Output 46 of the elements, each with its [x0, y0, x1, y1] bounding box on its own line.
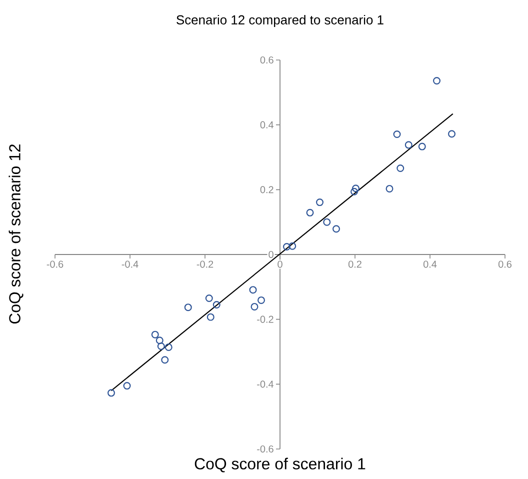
y-tick-label: -0.4	[257, 380, 274, 388]
point	[164, 343, 172, 351]
point	[396, 164, 404, 172]
chart-title: Scenario 12 compared to scenario 1	[176, 14, 384, 28]
y-tick-label: 0.6	[260, 56, 274, 64]
x-tick-label: 0.2	[348, 260, 362, 268]
point	[156, 336, 164, 344]
point	[448, 130, 456, 138]
point	[250, 302, 258, 310]
point	[332, 225, 340, 233]
point	[205, 294, 213, 302]
y-tick-label: 0.4	[260, 121, 274, 128]
point	[433, 76, 441, 84]
point	[108, 389, 116, 397]
y-tick-label: -0.6	[257, 445, 274, 453]
x-tick-label: -0.2	[196, 260, 214, 268]
point	[151, 330, 159, 338]
x-tick-label: -0.4	[122, 260, 138, 268]
point	[352, 184, 360, 192]
point	[123, 382, 131, 390]
point	[393, 130, 401, 138]
y-axis-title: CoQ score of scenario 12	[8, 144, 24, 324]
point	[184, 304, 192, 312]
point	[283, 242, 291, 250]
point	[212, 300, 220, 308]
y-tick-label: 0	[268, 250, 274, 258]
x-axis-title: CoQ score of scenario 1	[194, 458, 366, 472]
point	[350, 188, 358, 196]
x-tick-label: 0	[278, 260, 282, 268]
point	[418, 142, 426, 150]
x-tick-label: 0.6	[498, 260, 512, 268]
point	[306, 208, 314, 216]
point	[404, 141, 412, 149]
y-tick-label: -0.2	[257, 316, 274, 323]
point	[161, 356, 169, 364]
point	[258, 296, 266, 304]
point	[157, 342, 165, 350]
point	[206, 313, 214, 321]
point	[386, 184, 394, 192]
point	[323, 218, 331, 226]
x-tick-label: -0.6	[46, 260, 64, 268]
point	[288, 242, 296, 250]
y-tick-label: 0.2	[260, 186, 274, 194]
point	[316, 198, 324, 206]
point	[249, 286, 257, 294]
x-tick-label: 0.4	[423, 260, 437, 268]
